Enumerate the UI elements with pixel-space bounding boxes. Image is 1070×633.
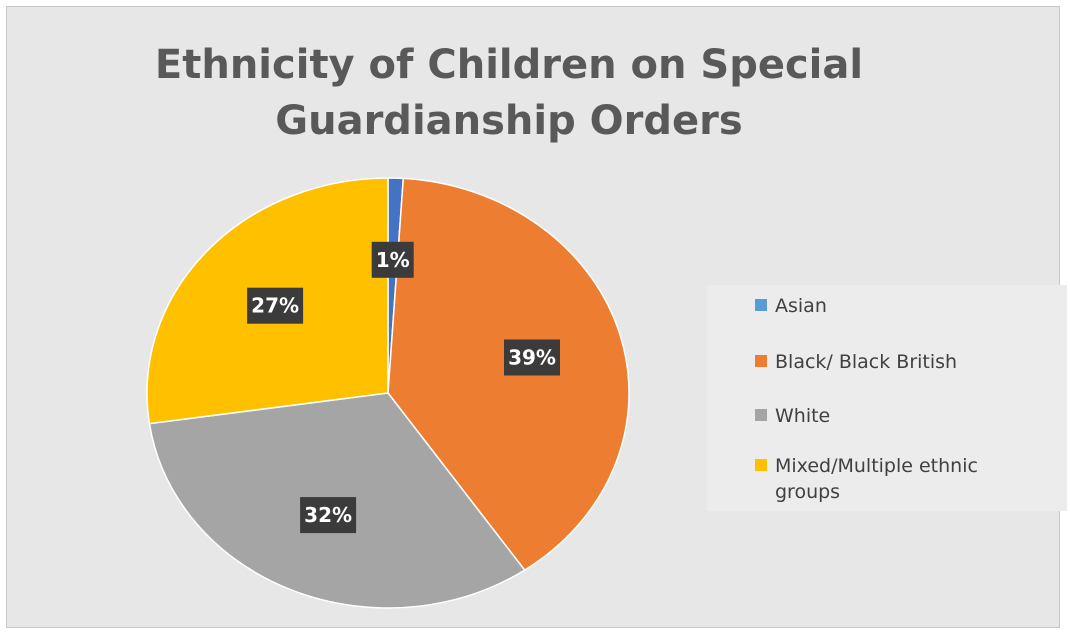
data-label-box-black-black-british (504, 339, 560, 376)
chart-legend: Asian Black/ Black British White Mixed/M… (707, 285, 1067, 511)
chart-area: Ethnicity of Children on Special Guardia… (6, 6, 1067, 628)
legend-item-mixed-multiple-ethnic-groups: Mixed/Multiple ethnic groups (755, 453, 1055, 505)
data-label-box-asian (371, 241, 414, 278)
legend-label-asian: Asian (775, 295, 827, 317)
legend-label-black-black-british: Black/ Black British (775, 351, 958, 373)
data-label-mixed-multiple-ethnic-groups: 27% (247, 287, 304, 324)
data-label-asian: 1% (371, 241, 414, 278)
legend-item-white: White (755, 403, 1055, 429)
legend-swatch-white (755, 409, 767, 421)
legend-label-mixed-multiple-ethnic-groups: Mixed/Multiple ethnic groups (775, 455, 978, 503)
legend-swatch-asian (755, 299, 767, 311)
data-label-text-mixed-multiple-ethnic-groups: 27% (251, 294, 299, 318)
legend-swatch-black-black-british (755, 355, 767, 367)
data-label-text-black-black-british: 39% (508, 346, 556, 370)
chart-title: Ethnicity of Children on Special Guardia… (154, 42, 864, 144)
data-label-box-mixed-multiple-ethnic-groups (247, 287, 304, 324)
data-label-box-white (300, 497, 357, 534)
pie-chart: 1% 39% 32% 27% (146, 177, 630, 609)
legend-item-asian: Asian (755, 293, 1055, 319)
data-label-black-black-british: 39% (504, 339, 560, 376)
legend-label-white: White (775, 405, 831, 427)
data-label-text-asian: 1% (376, 248, 410, 272)
legend-swatch-mixed-multiple-ethnic-groups (755, 459, 767, 471)
data-label-text-white: 32% (304, 503, 352, 527)
data-label-white: 32% (300, 497, 357, 534)
legend-item-black-black-british: Black/ Black British (755, 349, 1055, 375)
